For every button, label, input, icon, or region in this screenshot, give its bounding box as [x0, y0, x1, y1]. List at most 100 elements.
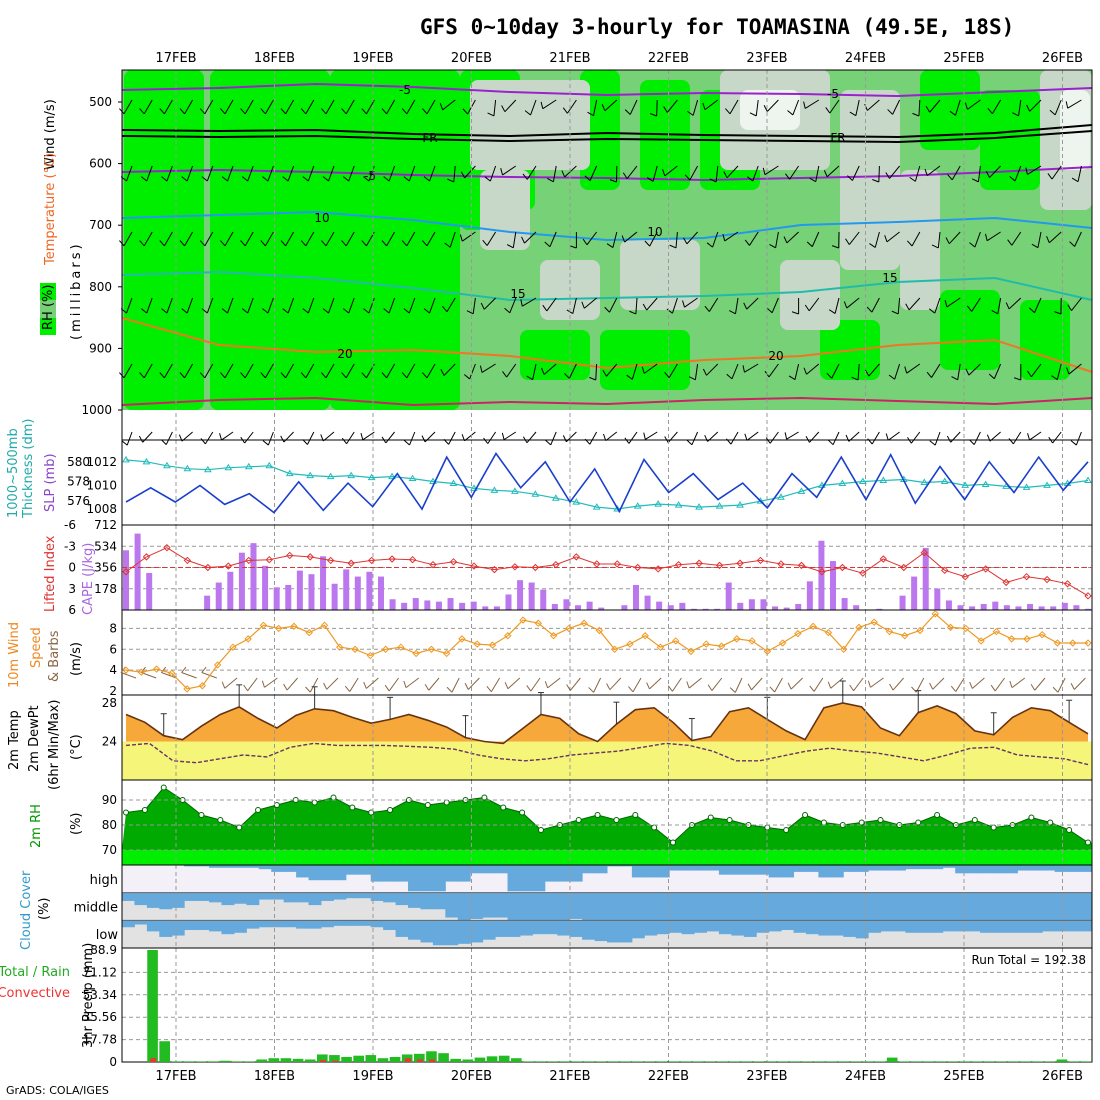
surface-wind-barb — [204, 431, 214, 445]
precip-total-bar — [765, 1061, 777, 1062]
cape-bar — [656, 601, 663, 610]
wind10m-barb — [870, 677, 884, 688]
wind10m-barb — [1034, 677, 1046, 691]
cloud-low-bar — [445, 920, 459, 946]
cape-axis-label: CAPE (J/kg) — [81, 543, 96, 615]
cloud-middle-bar — [743, 892, 757, 921]
li-point — [941, 566, 949, 575]
upper-wind-barb-flag — [302, 176, 309, 182]
surface-wind-barb-flag — [341, 437, 347, 445]
upper-wind-barb — [771, 297, 779, 313]
wind10m-barb — [609, 677, 622, 691]
surface-wind-barb-flag — [624, 437, 630, 444]
rh2m-point — [783, 827, 790, 833]
wind10m-speed-series — [125, 612, 1088, 690]
cloud-low-bar — [880, 920, 894, 932]
upper-wind-barb-flag — [969, 242, 976, 248]
cloud-low-bar — [644, 920, 658, 936]
cloud-middle-bar — [383, 892, 397, 903]
precip-conv-bar — [320, 1060, 327, 1062]
upper-wind-barb — [886, 231, 900, 243]
li-tick--3: -3 — [64, 539, 76, 553]
cape-bar — [922, 547, 929, 610]
upper-wind-barb — [307, 297, 315, 314]
thickness-point — [1022, 483, 1031, 490]
upper-wind-barb — [244, 99, 254, 115]
cloud-middle-bar — [171, 892, 185, 908]
cloud-low-bar — [482, 920, 496, 940]
precip-total-bar — [571, 1061, 583, 1062]
cloud-low-bar — [656, 920, 670, 935]
wind10m-point — [229, 643, 237, 651]
cloud-middle-bar — [669, 892, 683, 921]
upper-wind-barb — [489, 165, 497, 182]
rh2m-point — [273, 802, 280, 808]
thickness-point — [490, 486, 499, 493]
precip-total-bar — [705, 1061, 716, 1062]
thickness-tick-576: 576 — [67, 494, 90, 508]
upper-wind-barb-flag — [931, 244, 939, 249]
upper-wind-barb-flag — [220, 372, 226, 379]
upper-wind-barb-flag — [869, 243, 876, 248]
wind10m-barb-flag — [1052, 686, 1059, 693]
upper-wind-barb-flag — [547, 177, 554, 183]
wind10m-point — [610, 645, 619, 653]
upper-wind-barb-flag — [460, 171, 466, 179]
upper-wind-barb-flag — [501, 105, 506, 112]
cloud-high-bar — [544, 865, 558, 882]
upper-wind-barb — [368, 297, 375, 314]
precip-total-bar — [826, 1061, 837, 1062]
upper-wind-barb-flag — [1051, 375, 1058, 380]
cape-bar — [528, 582, 535, 610]
cape-bar — [412, 598, 419, 610]
thickness-point — [470, 484, 478, 491]
cape-bar — [285, 584, 292, 610]
rh-tick-80: 80 — [102, 818, 117, 832]
upper-wind-barb-flag — [541, 367, 545, 375]
cape-bar — [841, 598, 848, 610]
upper-wind-barb-flag — [161, 176, 168, 182]
panel-frame — [121, 439, 1093, 526]
upper-wind-barb-flag — [987, 108, 993, 115]
lifted-index-series — [125, 547, 1089, 597]
cloud-low-bar — [805, 920, 819, 935]
date-label-23FEB: 23FEB — [746, 1069, 787, 1084]
upper-wind-barb — [846, 297, 860, 309]
precip-total-bar — [741, 1061, 752, 1062]
wind10m-point — [366, 651, 375, 660]
precip-conv-bar — [332, 1060, 339, 1062]
temperature-axis-label: Temperature (°C) — [43, 153, 58, 266]
thickness-point — [633, 502, 642, 509]
upper-wind-barb-flag — [985, 171, 990, 178]
thickness-point — [858, 477, 867, 484]
cloud-low-bar — [395, 920, 409, 937]
surface-wind-barb — [448, 431, 456, 445]
upper-wind-barb — [204, 363, 214, 379]
wind10m-point — [259, 621, 268, 630]
upper-wind-barb — [792, 99, 800, 116]
cloud-low-bar — [992, 920, 1006, 933]
surface-wind-barb-flag — [744, 433, 748, 441]
upper-wind-barb — [926, 165, 941, 177]
upper-wind-barb-flag — [925, 106, 931, 113]
upper-wind-barb — [307, 165, 315, 182]
cape-bar — [598, 607, 605, 610]
cloud-low-bar — [544, 920, 558, 935]
upper-wind-barb — [1067, 99, 1082, 109]
upper-wind-barb-flag — [1054, 311, 1062, 315]
upper-wind-barb — [224, 363, 234, 379]
temp-tick-24: 24 — [102, 735, 117, 749]
upper-wind-barb-flag — [1067, 304, 1072, 311]
cloud-high-bar — [320, 865, 334, 881]
thickness-point — [326, 472, 335, 480]
upper-wind-barb-flag — [766, 307, 773, 314]
cloud-high-bar — [805, 865, 819, 872]
surface-wind-barb-flag — [501, 432, 505, 440]
upper-wind-barb — [643, 363, 658, 374]
upper-wind-barb — [834, 297, 840, 314]
panel-frame — [121, 609, 1093, 696]
wind10m-point — [336, 643, 344, 651]
cloud-low-bar — [221, 920, 235, 935]
surface-wind-barb — [165, 431, 173, 445]
upper-wind-barb-flag — [641, 366, 645, 374]
